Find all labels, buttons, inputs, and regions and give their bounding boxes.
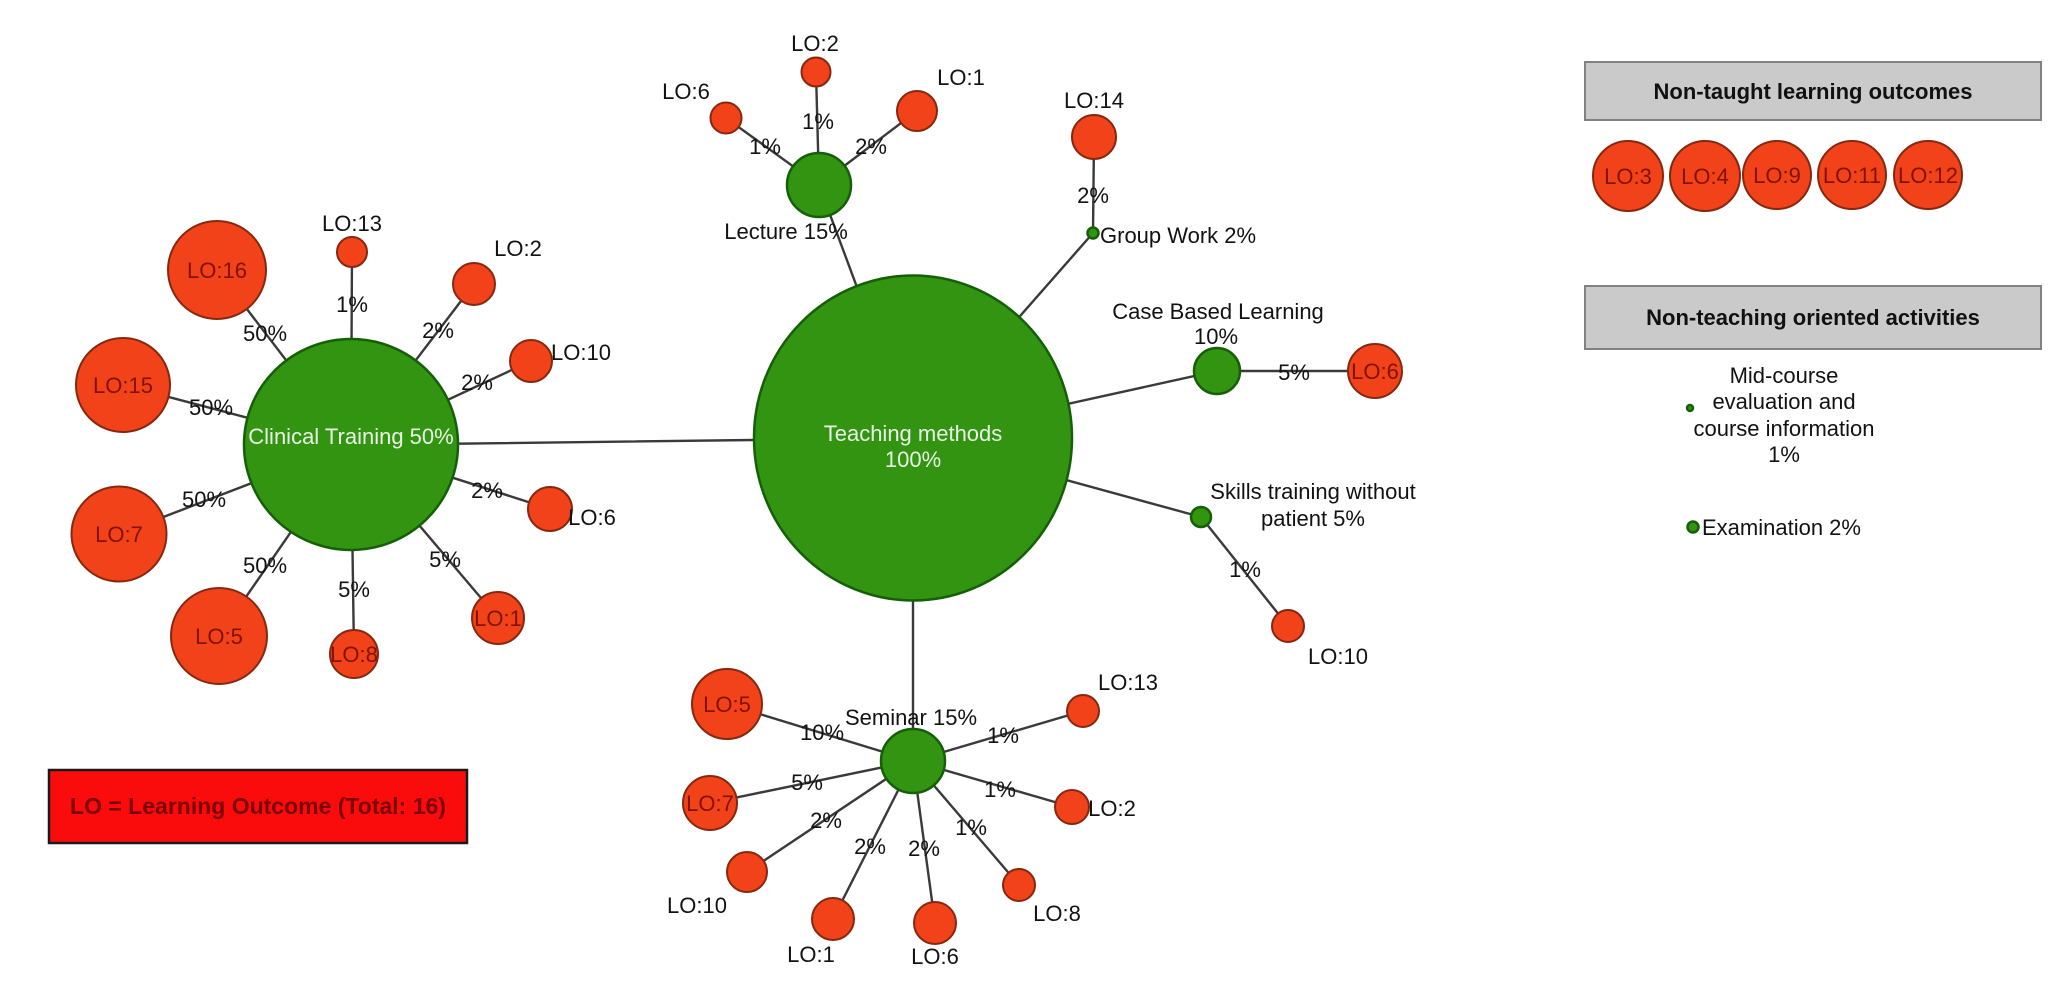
svg-text:5%: 5% [429, 547, 461, 572]
svg-text:LO:1: LO:1 [937, 65, 985, 90]
svg-text:LO:6: LO:6 [662, 79, 710, 104]
svg-text:5%: 5% [1278, 360, 1310, 385]
svg-text:5%: 5% [338, 577, 370, 602]
svg-text:2%: 2% [854, 834, 886, 859]
svg-text:2%: 2% [422, 318, 454, 343]
svg-text:LO:2: LO:2 [1088, 796, 1136, 821]
svg-text:50%: 50% [189, 395, 233, 420]
svg-text:LO:6: LO:6 [568, 505, 616, 530]
svg-text:LO:10: LO:10 [1308, 644, 1368, 669]
svg-text:2%: 2% [908, 836, 940, 861]
svg-text:Examination 2%: Examination 2% [1702, 515, 1861, 540]
svg-text:LO:6: LO:6 [911, 944, 959, 969]
svg-text:2%: 2% [855, 134, 887, 159]
svg-text:Case Based Learning: Case Based Learning [1112, 299, 1324, 324]
svg-text:LO:15: LO:15 [93, 373, 153, 398]
svg-text:LO:16: LO:16 [187, 258, 247, 283]
svg-text:Group Work 2%: Group Work 2% [1100, 223, 1256, 248]
svg-text:1%: 1% [1229, 557, 1261, 582]
svg-text:LO:11: LO:11 [1823, 163, 1881, 188]
svg-text:LO:2: LO:2 [791, 31, 839, 56]
svg-text:2%: 2% [1077, 183, 1109, 208]
svg-text:LO:10: LO:10 [551, 340, 611, 365]
svg-text:LO:1: LO:1 [787, 942, 835, 967]
svg-text:1%: 1% [987, 723, 1019, 748]
svg-text:LO:14: LO:14 [1064, 88, 1124, 113]
svg-text:patient 5%: patient 5% [1261, 506, 1365, 531]
svg-text:Non-teaching oriented activiti: Non-teaching oriented activities [1646, 305, 1980, 330]
svg-text:LO:2: LO:2 [494, 236, 542, 261]
svg-text:10%: 10% [1194, 324, 1238, 349]
svg-text:LO:13: LO:13 [1098, 670, 1158, 695]
svg-text:2%: 2% [461, 370, 493, 395]
svg-text:LO:9: LO:9 [1753, 163, 1801, 188]
svg-text:LO:7: LO:7 [686, 791, 734, 816]
svg-text:LO:8: LO:8 [330, 642, 378, 667]
svg-text:LO:6: LO:6 [1351, 359, 1399, 384]
svg-text:2%: 2% [471, 478, 503, 503]
svg-text:100%: 100% [885, 447, 941, 472]
svg-text:evaluation and: evaluation and [1712, 389, 1855, 414]
svg-text:course information: course information [1694, 416, 1875, 441]
svg-text:Mid-course: Mid-course [1730, 363, 1839, 388]
svg-text:1%: 1% [1768, 442, 1800, 467]
svg-text:LO:4: LO:4 [1681, 164, 1729, 189]
svg-text:Skills training without: Skills training without [1210, 479, 1415, 504]
svg-text:LO:1: LO:1 [474, 606, 522, 631]
svg-text:Non-taught learning outcomes: Non-taught learning outcomes [1654, 79, 1973, 104]
svg-text:1%: 1% [955, 815, 987, 840]
svg-text:LO:5: LO:5 [195, 624, 243, 649]
svg-text:1%: 1% [336, 292, 368, 317]
svg-text:5%: 5% [791, 770, 823, 795]
svg-text:LO:3: LO:3 [1604, 164, 1652, 189]
svg-text:2%: 2% [810, 808, 842, 833]
svg-text:Clinical Training 50%: Clinical Training 50% [248, 424, 453, 449]
svg-text:1%: 1% [802, 109, 834, 134]
svg-text:1%: 1% [984, 777, 1016, 802]
svg-text:10%: 10% [800, 720, 844, 745]
svg-text:Seminar 15%: Seminar 15% [845, 705, 977, 730]
svg-text:Lecture 15%: Lecture 15% [724, 219, 848, 244]
svg-text:50%: 50% [182, 487, 226, 512]
svg-text:Teaching methods: Teaching methods [824, 421, 1003, 446]
svg-text:50%: 50% [243, 553, 287, 578]
svg-text:LO:13: LO:13 [322, 211, 382, 236]
svg-text:LO:10: LO:10 [667, 893, 727, 918]
svg-text:LO = Learning Outcome (Total:: LO = Learning Outcome (Total: 16) [70, 793, 446, 819]
svg-text:1%: 1% [749, 134, 781, 159]
svg-text:LO:7: LO:7 [95, 522, 143, 547]
svg-text:50%: 50% [243, 321, 287, 346]
svg-text:LO:5: LO:5 [703, 692, 751, 717]
svg-text:LO:12: LO:12 [1898, 163, 1958, 188]
svg-text:LO:8: LO:8 [1033, 901, 1081, 926]
